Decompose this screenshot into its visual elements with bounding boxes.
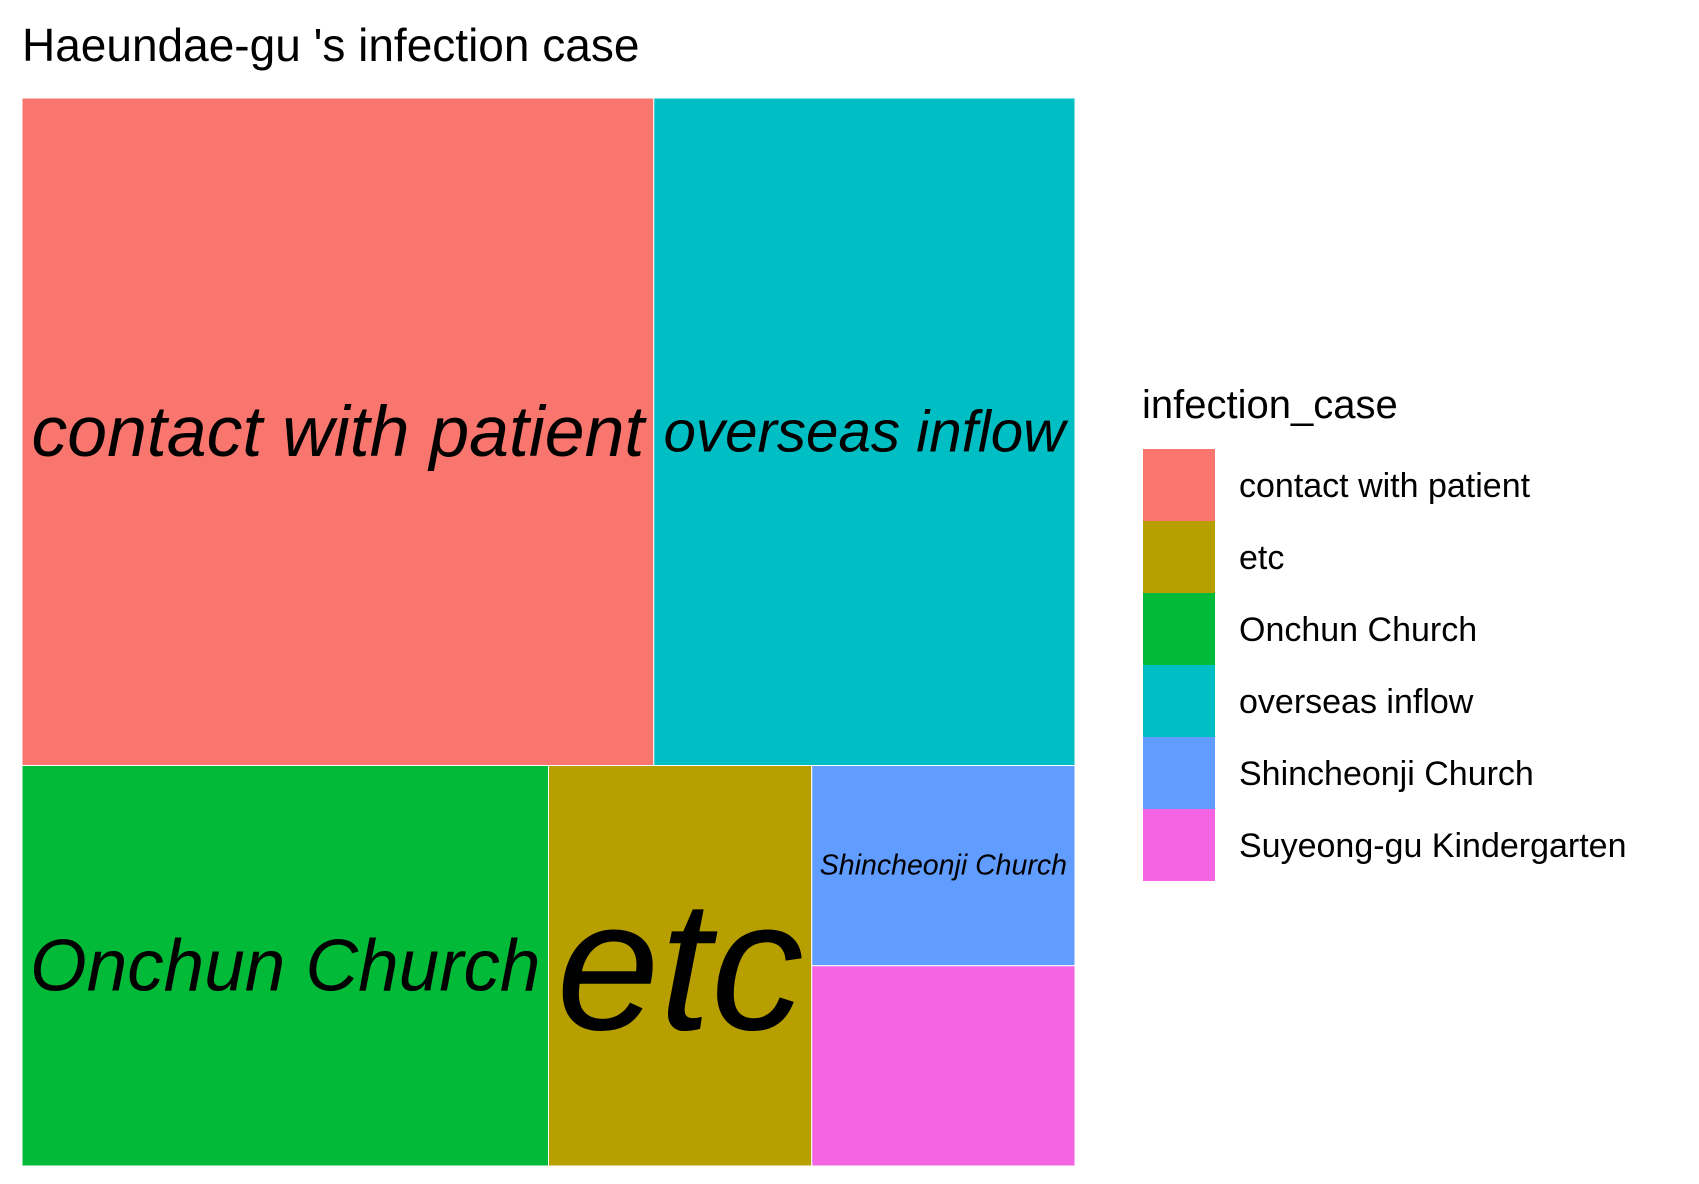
legend-label-shincheonji-church: Shincheonji Church [1239, 755, 1534, 793]
legend-title: infection_case [1142, 383, 1398, 427]
legend-label-onchun-church: Onchun Church [1239, 611, 1477, 649]
legend-key-shincheonji-church [1143, 737, 1215, 809]
tile-overseas-inflow [653, 97, 1076, 766]
tile-label-overseas-inflow: overseas inflow [664, 399, 1070, 464]
legend-key-onchun-church [1143, 593, 1215, 665]
legend: contact with patient etc Onchun Church over… [1143, 449, 1627, 881]
tile-label-shincheonji-church: Shincheonji Church [820, 850, 1067, 882]
legend-key-contact-with-patient [1143, 449, 1215, 521]
tile-contact-with-patient [21, 97, 655, 766]
legend-key-suyeong-gu-kindergarten [1143, 809, 1215, 881]
legend-label-contact-with-patient: contact with patient [1239, 467, 1531, 505]
treemap-labels: contact with patient overseas inflow Onchu… [30, 392, 1069, 1070]
legend-key-overseas-inflow [1143, 665, 1215, 737]
legend-key-etc [1143, 521, 1215, 593]
tile-label-etc: etc [557, 862, 804, 1069]
tile-suyeong-gu-kindergarten [811, 965, 1076, 1167]
legend-label-overseas-inflow: overseas inflow [1239, 683, 1474, 721]
tile-onchun-church [21, 765, 549, 1167]
tile-label-onchun-church: Onchun Church [30, 925, 540, 1006]
tile-label-contact-with-patient: contact with patient [32, 392, 648, 472]
treemap-tiles [21, 97, 1076, 1167]
chart-title: Haeundae-gu 's infection case [22, 19, 639, 71]
legend-label-suyeong-gu-kindergarten: Suyeong-gu Kindergarten [1239, 827, 1627, 865]
tile-etc [548, 765, 813, 1167]
tile-shincheonji-church [811, 765, 1076, 967]
legend-label-etc: etc [1239, 539, 1284, 577]
